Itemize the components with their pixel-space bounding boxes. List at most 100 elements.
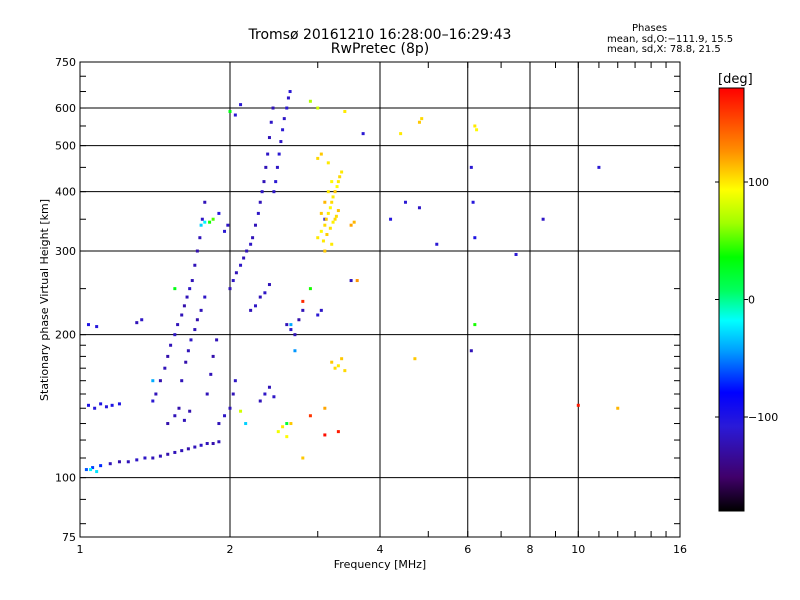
echo-point: [223, 414, 227, 418]
echo-point: [597, 165, 601, 169]
echo-point: [140, 318, 144, 322]
echo-point: [361, 132, 365, 136]
echo-point: [253, 304, 257, 308]
echo-point: [249, 308, 253, 312]
echo-point: [117, 460, 121, 464]
x-tick-label: 16: [673, 543, 687, 556]
echo-point: [417, 120, 421, 124]
x-tick-label: 4: [377, 543, 384, 556]
echo-point: [325, 233, 329, 237]
echo-point: [326, 211, 330, 215]
echo-point: [324, 217, 328, 221]
echo-point: [326, 190, 330, 194]
echo-point: [301, 308, 305, 312]
echo-point: [242, 256, 246, 260]
echo-point: [289, 422, 293, 426]
echo-point: [217, 422, 221, 426]
echo-point: [289, 328, 293, 332]
echo-point: [316, 236, 320, 240]
echo-point: [228, 406, 232, 410]
echo-point: [258, 200, 262, 204]
echo-point: [263, 291, 267, 295]
echo-point: [267, 136, 271, 140]
echo-point: [205, 442, 209, 446]
echo-point: [195, 318, 199, 322]
echo-point: [331, 195, 335, 199]
echo-point: [334, 214, 338, 218]
colorbar: [718, 87, 745, 512]
echo-point: [316, 313, 320, 317]
echo-point: [340, 170, 344, 174]
echo-point: [301, 299, 305, 303]
echo-point: [91, 466, 95, 470]
echo-point: [199, 223, 203, 227]
echo-point: [319, 211, 323, 215]
echo-point: [335, 185, 339, 189]
echo-point: [323, 200, 327, 204]
echo-point: [266, 152, 270, 156]
echo-point: [336, 430, 340, 434]
echo-point: [177, 406, 181, 410]
echo-point: [267, 283, 271, 287]
echo-point: [89, 468, 93, 472]
echo-point: [285, 106, 289, 110]
echo-point: [209, 372, 213, 376]
echo-point: [166, 422, 170, 426]
echo-point: [352, 220, 356, 224]
echo-point: [211, 217, 215, 221]
echo-point: [184, 360, 188, 364]
echo-point: [99, 402, 103, 406]
echo-point: [328, 226, 332, 230]
echo-point: [208, 220, 212, 224]
echo-point: [182, 304, 186, 308]
echo-point: [282, 117, 286, 121]
echo-point: [263, 392, 267, 396]
echo-point: [343, 369, 347, 373]
echo-point: [180, 313, 184, 317]
echo-point: [333, 366, 337, 370]
echo-point: [308, 99, 312, 103]
echo-point: [271, 106, 275, 110]
x-tick-label: 1: [77, 543, 84, 556]
echo-point: [199, 443, 203, 447]
echo-point: [193, 328, 197, 332]
echo-point: [143, 456, 147, 460]
echo-point: [333, 190, 337, 194]
echo-point: [203, 200, 207, 204]
echo-point: [285, 435, 289, 439]
echo-point: [211, 442, 215, 446]
echo-point: [403, 200, 407, 204]
echo-point: [166, 452, 170, 456]
x-tick-label: 8: [527, 543, 534, 556]
echo-point: [231, 279, 235, 283]
echo-point: [169, 343, 173, 347]
grid-lines: [80, 62, 680, 537]
phase-stats-o-mode: mean, sd,O:−111.9, 15.5: [607, 34, 734, 45]
echo-point: [276, 430, 280, 434]
echo-point: [203, 295, 207, 299]
echo-point: [330, 360, 334, 364]
echo-point: [343, 109, 347, 113]
echo-point: [319, 308, 323, 312]
echo-point: [200, 217, 204, 221]
echo-point: [158, 379, 162, 383]
y-tick-label: 75: [62, 531, 76, 544]
echo-point: [260, 190, 264, 194]
echo-point: [99, 464, 103, 468]
echo-point: [336, 364, 340, 368]
echo-point: [471, 200, 475, 204]
y-tick-label: 500: [55, 140, 76, 153]
echo-point: [186, 447, 190, 451]
colorbar-tick-label: 0: [748, 294, 755, 307]
echo-point: [249, 242, 253, 246]
chart-subtitle: RwPretec (8p): [330, 41, 430, 57]
echo-point: [281, 128, 285, 132]
echo-point: [108, 462, 112, 466]
echo-point: [215, 338, 219, 342]
echo-point: [514, 252, 518, 256]
echo-point: [185, 295, 189, 299]
y-tick-label: 300: [55, 245, 76, 258]
echo-point: [117, 402, 121, 406]
echo-point: [193, 445, 197, 449]
echo-point: [95, 470, 99, 474]
